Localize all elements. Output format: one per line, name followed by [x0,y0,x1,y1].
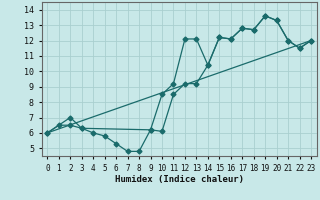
X-axis label: Humidex (Indice chaleur): Humidex (Indice chaleur) [115,175,244,184]
